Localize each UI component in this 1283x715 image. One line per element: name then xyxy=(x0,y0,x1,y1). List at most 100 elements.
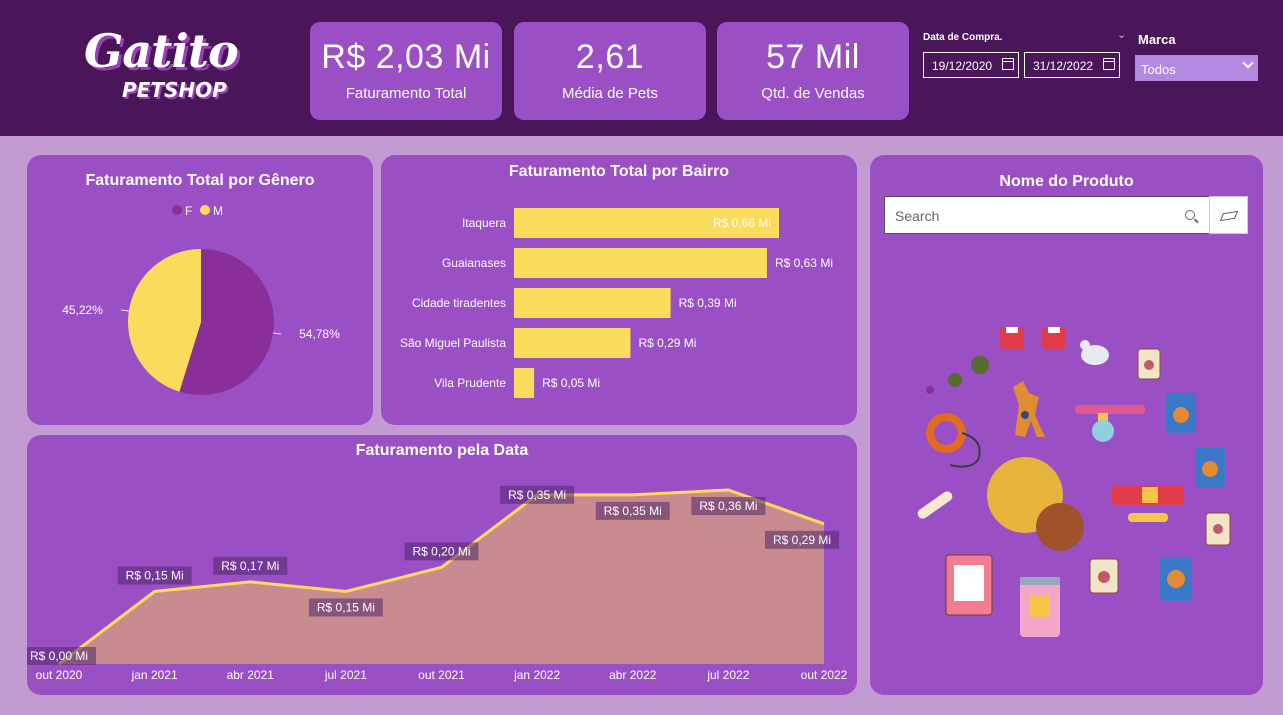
marca-label: Marca xyxy=(1138,32,1176,47)
pet-jacket-icon xyxy=(1000,327,1024,349)
red-collar-icon xyxy=(1112,485,1184,505)
eraser-icon[interactable] xyxy=(1209,196,1248,234)
pie-slice-M xyxy=(128,249,201,392)
data-label: R$ 0,20 Mi xyxy=(412,544,470,558)
end-date-input[interactable]: 31/12/2022 xyxy=(1024,52,1120,78)
bar-data-label: R$ 0,05 Mi xyxy=(542,376,600,390)
chevron-down-icon xyxy=(1242,57,1254,69)
gatito-petshop-logo: Gatito PETSHOP xyxy=(84,24,239,102)
data-label-bg xyxy=(308,598,383,617)
x-tick-label: abr 2022 xyxy=(609,668,657,682)
bar xyxy=(514,368,535,398)
bone-icon xyxy=(917,491,953,519)
data-label: R$ 0,29 Mi xyxy=(773,533,831,547)
data-label: R$ 0,17 Mi xyxy=(221,559,279,573)
slicer-title: Nome do Produto xyxy=(999,173,1134,190)
x-tick-label: jan 2021 xyxy=(131,668,178,682)
data-label-bg xyxy=(117,566,192,585)
bar-data-label: R$ 0,29 Mi xyxy=(638,336,696,350)
pet-tag-icon xyxy=(926,356,989,394)
food-bag-icon xyxy=(1089,558,1119,594)
product-search-input[interactable]: Search xyxy=(884,196,1210,234)
pie-chart: F M 54,78% 45,22% xyxy=(62,204,340,395)
chart-title: Faturamento pela Data xyxy=(355,442,529,459)
date-filter-label: Data de Compra. xyxy=(923,32,1003,43)
data-label: R$ 0,15 Mi xyxy=(126,569,184,583)
bar-category-label: Cidade tiradentes xyxy=(412,296,506,310)
bar-data-label: R$ 0,63 Mi xyxy=(775,256,833,270)
pet-jacket-icon xyxy=(1042,327,1066,349)
x-tick-label: jul 2021 xyxy=(324,668,367,682)
chart-title: Faturamento Total por Bairro xyxy=(508,163,730,180)
data-label: R$ 0,00 Mi xyxy=(30,649,88,663)
kpi-label: Média de Pets xyxy=(562,85,658,102)
food-bag-icon xyxy=(1205,512,1231,546)
data-label-bg xyxy=(500,485,575,504)
food-bag-icon xyxy=(945,554,993,616)
kpi-card-faturamento: R$ 2,03 Mi Faturamento Total xyxy=(310,22,502,120)
bar-category-label: Guaianases xyxy=(442,256,506,270)
food-bag-icon xyxy=(1166,393,1196,433)
pink-collar-icon xyxy=(1075,405,1145,442)
kpi-value: 2,61 xyxy=(575,38,645,76)
calendar-icon[interactable] xyxy=(1002,58,1014,70)
calendar-icon[interactable] xyxy=(1103,58,1115,70)
food-bag-icon xyxy=(1137,348,1161,380)
data-label-bg xyxy=(213,556,288,575)
data-label: R$ 0,35 Mi xyxy=(508,488,566,502)
x-tick-label: out 2022 xyxy=(801,668,848,682)
mouse-toy-icon xyxy=(1080,340,1109,365)
pie-leader-line xyxy=(273,332,282,335)
area-fill xyxy=(59,490,824,664)
data-label-bg xyxy=(765,530,839,549)
bar xyxy=(514,208,779,238)
kpi-value: 57 Mil xyxy=(766,38,860,76)
pie-slice-F xyxy=(179,249,275,395)
legend-marker xyxy=(200,205,210,215)
data-label-bg xyxy=(691,497,766,515)
x-tick-label: out 2021 xyxy=(418,668,465,682)
bar xyxy=(514,248,767,278)
pet-products-illustration xyxy=(917,327,1231,637)
legend-label: F xyxy=(185,204,192,218)
area-chart-card: Faturamento pela Data out 2020 jan 2021 ab… xyxy=(27,435,857,695)
x-tick-label: jan 2022 xyxy=(513,668,560,682)
bone-icon xyxy=(1128,513,1168,522)
food-bag-icon xyxy=(1195,447,1225,487)
food-bag-icon xyxy=(1160,557,1192,601)
marca-dropdown[interactable]: Todos xyxy=(1135,55,1258,81)
bar-data-label: R$ 0,66 Mi xyxy=(713,216,771,230)
data-label-bg xyxy=(595,501,670,520)
food-can-icon xyxy=(1020,577,1060,637)
legend-label: M xyxy=(213,204,223,218)
bar-data-label: R$ 0,39 Mi xyxy=(679,296,737,310)
product-slicer-card: Nome do Produto Search xyxy=(870,155,1263,695)
data-label-bg xyxy=(27,647,96,665)
x-tick-label: abr 2021 xyxy=(227,668,275,682)
bar-category-label: São Miguel Paulista xyxy=(400,336,506,350)
pie-data-label: 45,22% xyxy=(62,303,103,317)
bar xyxy=(514,288,671,318)
x-tick-label: out 2020 xyxy=(36,668,83,682)
collar-icon xyxy=(926,413,981,468)
kpi-card-media-pets: 2,61 Média de Pets xyxy=(514,22,706,120)
data-label-bg xyxy=(404,542,479,561)
kpi-value: R$ 2,03 Mi xyxy=(321,38,491,76)
data-label: R$ 0,36 Mi xyxy=(699,499,757,513)
x-tick-label: jul 2022 xyxy=(706,668,749,682)
pie-data-label: 54,78% xyxy=(299,327,340,341)
bar-category-label: Vila Prudente xyxy=(434,376,506,390)
bar-chart: Itaquera R$ 0,66 Mi Guaianases R$ 0,63 Mi Ci… xyxy=(400,208,833,398)
ball-toy-icon xyxy=(987,457,1084,551)
kpi-label: Faturamento Total xyxy=(345,85,467,102)
chevron-down-icon[interactable]: ⌄ xyxy=(1117,29,1127,41)
start-date-input[interactable]: 19/12/2020 xyxy=(923,52,1019,78)
dog-icon xyxy=(1013,381,1045,437)
bar-chart-card: Faturamento Total por Bairro Itaquera R$ … xyxy=(381,155,857,425)
kpi-card-qtd-vendas: 57 Mil Qtd. de Vendas xyxy=(717,22,909,120)
search-icon[interactable] xyxy=(1185,210,1195,220)
bar xyxy=(514,328,631,358)
data-label: R$ 0,15 Mi xyxy=(317,601,375,615)
area-line xyxy=(58,488,825,666)
area-chart: out 2020 jan 2021 abr 2021 jul 2021 out 2021… xyxy=(27,485,848,682)
